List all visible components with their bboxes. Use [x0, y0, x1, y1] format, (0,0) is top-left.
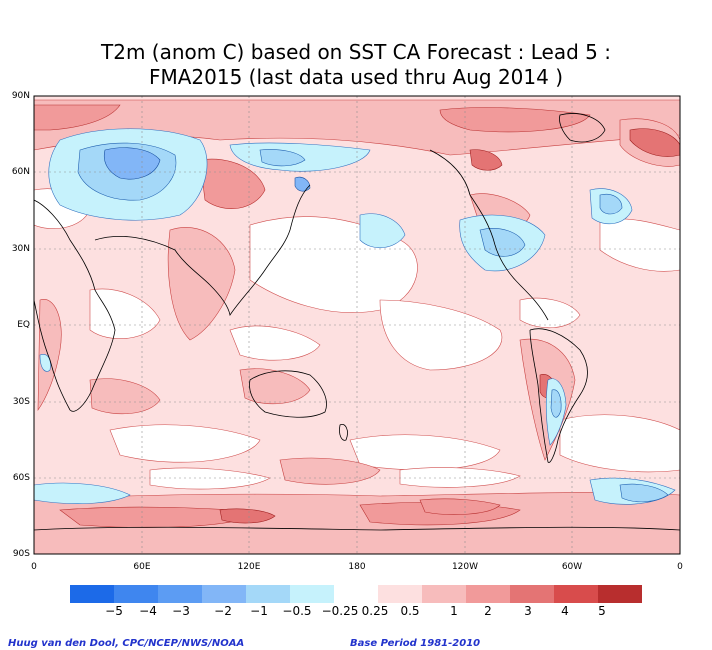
anomaly-map: [33, 95, 681, 555]
colorbar-swatch: [334, 585, 379, 603]
lon-label-120w: 120W: [451, 562, 479, 572]
colorbar-label: 1: [450, 604, 458, 618]
lon-label-60e: 60E: [133, 562, 151, 572]
colorbar-label: 0.25: [361, 604, 389, 618]
lon-label-0-right: 0: [677, 562, 683, 572]
neutral-regions: [34, 188, 680, 490]
colorbar-swatch: [466, 585, 511, 603]
colorbar-label: 5: [598, 604, 606, 618]
lat-label-90n: 90N: [11, 91, 30, 101]
colorbar-swatch: [246, 585, 291, 603]
colorbar-swatch: [598, 585, 642, 603]
lat-label-60s: 60S: [12, 473, 30, 483]
colorbar-swatch: [114, 585, 159, 603]
colorbar-label: −0.5: [282, 604, 312, 618]
colorbar: [70, 585, 642, 603]
title-line-2: FMA2015 (last data used thru Aug 2014 ): [148, 65, 564, 89]
colorbar-label: −5: [105, 604, 123, 618]
colorbar-label: −2: [214, 604, 232, 618]
colorbar-swatch: [158, 585, 203, 603]
coast-greenland: [559, 113, 606, 143]
lat-label-60n: 60N: [11, 167, 30, 177]
credit-author: Huug van den Dool, CPC/NCEP/NWS/NOAA: [8, 638, 245, 649]
coast-europe-africa: [34, 199, 116, 412]
colorbar-label: 0.5: [400, 604, 420, 618]
lon-label-180: 180: [348, 562, 366, 572]
colorbar-label: 2: [484, 604, 492, 618]
colorbar-swatch: [202, 585, 247, 603]
colorbar-label: 4: [561, 604, 569, 618]
lat-label-90s: 90S: [12, 549, 30, 559]
coast-antarctica: [34, 526, 680, 531]
coast-south-america: [529, 328, 588, 463]
colorbar-swatch: [510, 585, 555, 603]
graticule: [34, 96, 680, 554]
credit-base-period: Base Period 1981-2010: [350, 638, 481, 649]
title-line-1: T2m (anom C) based on SST CA Forecast : …: [101, 40, 611, 64]
lat-label-eq: EQ: [17, 320, 30, 330]
cool-anomaly-2: [103, 147, 311, 192]
lon-label-120e: 120E: [237, 562, 261, 572]
lon-label-60w: 60W: [561, 562, 583, 572]
colorbar-label: −4: [139, 604, 157, 618]
colorbar-label: −1: [250, 604, 268, 618]
coast-north-america: [429, 149, 549, 321]
colorbar-label: −3: [172, 604, 190, 618]
map-title: T2m (anom C) based on SST CA Forecast : …: [0, 40, 712, 90]
coast-new-zealand: [339, 423, 348, 441]
colorbar-swatch: [378, 585, 423, 603]
lat-label-30n: 30N: [11, 244, 30, 254]
colorbar-label: −0.25: [321, 604, 359, 618]
colorbar-swatch: [554, 585, 599, 603]
colorbar-label: 3: [524, 604, 532, 618]
coast-asia: [94, 184, 311, 317]
coast-australia: [249, 370, 327, 418]
colorbar-swatch: [290, 585, 335, 603]
lon-label-0-left: 0: [31, 562, 37, 572]
colorbar-swatch: [422, 585, 467, 603]
map-frame: [33, 95, 681, 555]
lat-label-30s: 30S: [12, 397, 30, 407]
colorbar-swatch: [70, 585, 115, 603]
coastlines: [34, 113, 680, 531]
